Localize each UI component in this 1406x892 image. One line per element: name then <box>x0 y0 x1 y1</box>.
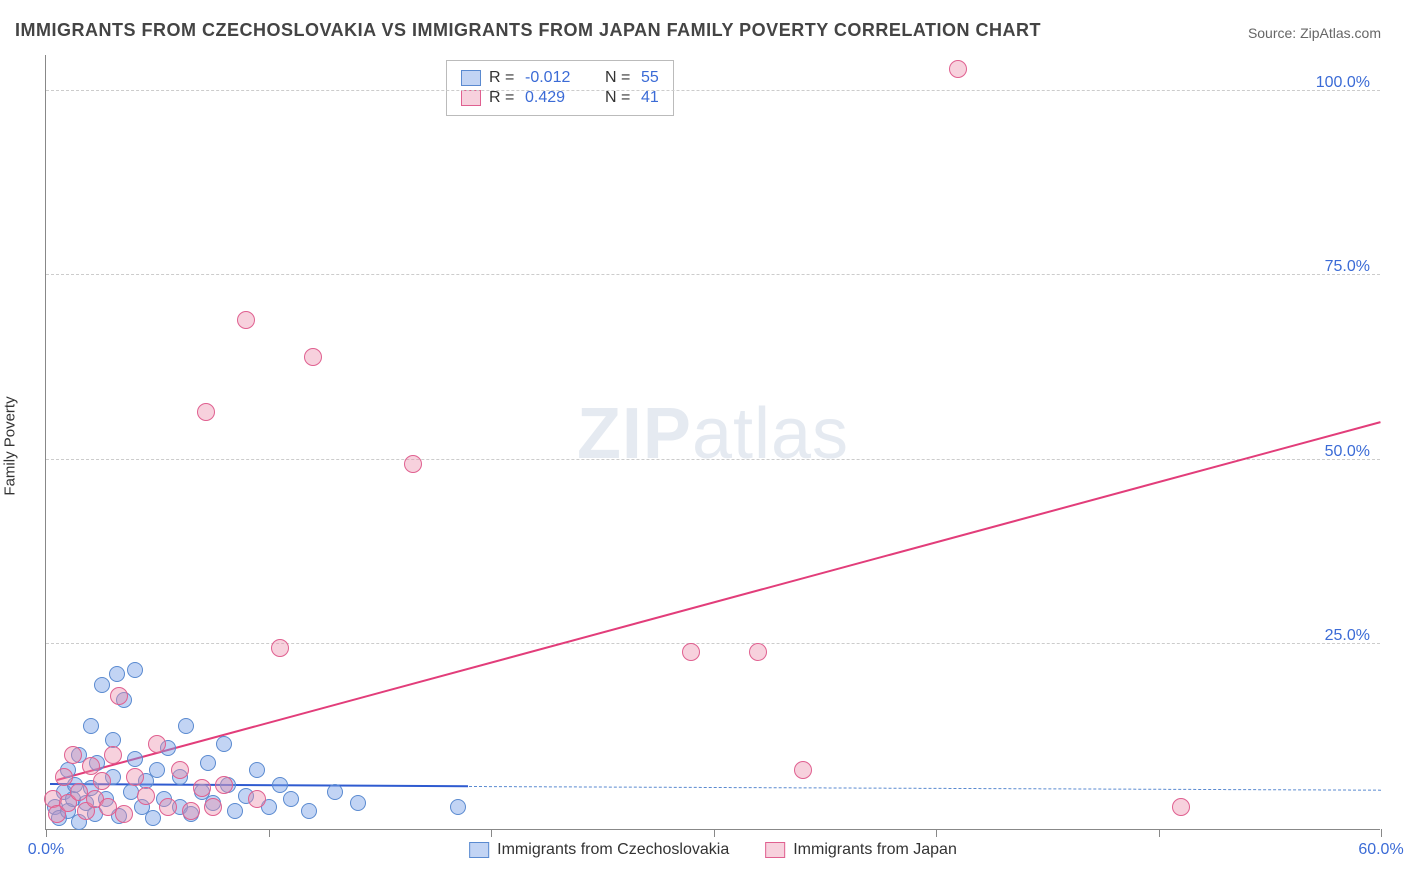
data-point-japan <box>193 779 211 797</box>
data-point-czech <box>149 762 165 778</box>
swatch-czech <box>469 842 489 858</box>
data-point-japan <box>682 643 700 661</box>
data-point-czech <box>216 736 232 752</box>
data-point-czech <box>83 718 99 734</box>
swatch-japan <box>461 90 481 106</box>
y-tick-label: 100.0% <box>1316 74 1370 92</box>
trend-line <box>57 421 1381 781</box>
data-point-czech <box>301 803 317 819</box>
y-tick-label: 25.0% <box>1325 627 1370 645</box>
data-point-japan <box>93 772 111 790</box>
data-point-japan <box>104 746 122 764</box>
data-point-japan <box>126 768 144 786</box>
gridline <box>46 643 1380 644</box>
data-point-japan <box>55 768 73 786</box>
x-tick-label: 60.0% <box>1358 841 1403 859</box>
data-point-czech <box>283 791 299 807</box>
data-point-japan <box>197 403 215 421</box>
data-point-czech <box>127 662 143 678</box>
swatch-czech <box>461 70 481 86</box>
data-point-japan <box>204 798 222 816</box>
data-point-czech <box>109 666 125 682</box>
data-point-japan <box>110 687 128 705</box>
source-label: Source: ZipAtlas.com <box>1248 25 1381 41</box>
data-point-japan <box>237 311 255 329</box>
data-point-japan <box>404 455 422 473</box>
x-tick <box>491 829 492 837</box>
data-point-czech <box>178 718 194 734</box>
data-point-japan <box>749 643 767 661</box>
data-point-japan <box>215 776 233 794</box>
data-point-japan <box>304 348 322 366</box>
data-point-japan <box>137 787 155 805</box>
data-point-czech <box>350 795 366 811</box>
data-point-czech <box>94 677 110 693</box>
data-point-japan <box>794 761 812 779</box>
data-point-japan <box>64 746 82 764</box>
legend-item-japan: Immigrants from Japan <box>765 841 957 859</box>
data-point-japan <box>182 802 200 820</box>
data-point-japan <box>271 639 289 657</box>
x-tick <box>46 829 47 837</box>
gridline <box>46 459 1380 460</box>
gridline <box>46 274 1380 275</box>
y-axis-label: Family Poverty <box>2 396 19 495</box>
data-point-japan <box>1172 798 1190 816</box>
x-tick-label: 0.0% <box>28 841 64 859</box>
data-point-czech <box>227 803 243 819</box>
data-point-czech <box>327 784 343 800</box>
x-tick <box>1381 829 1382 837</box>
data-point-czech <box>127 751 143 767</box>
data-point-japan <box>148 735 166 753</box>
data-point-czech <box>145 810 161 826</box>
x-tick <box>269 829 270 837</box>
x-tick <box>1159 829 1160 837</box>
y-tick-label: 75.0% <box>1325 258 1370 276</box>
data-point-japan <box>159 798 177 816</box>
legend-stats-row: R = -0.012 N = 55 <box>461 69 659 87</box>
legend-stats: R = -0.012 N = 55 R = 0.429 N = 41 <box>446 60 674 116</box>
plot-area: ZIPatlas R = -0.012 N = 55 R = 0.429 N =… <box>45 55 1380 830</box>
gridline <box>46 90 1380 91</box>
data-point-japan <box>949 60 967 78</box>
watermark: ZIPatlas <box>577 393 849 475</box>
data-point-czech <box>200 755 216 771</box>
data-point-czech <box>272 777 288 793</box>
data-point-japan <box>171 761 189 779</box>
x-tick <box>936 829 937 837</box>
swatch-japan <box>765 842 785 858</box>
trend-line <box>469 786 1381 791</box>
data-point-japan <box>248 790 266 808</box>
data-point-czech <box>450 799 466 815</box>
legend-item-czech: Immigrants from Czechoslovakia <box>469 841 729 859</box>
data-point-czech <box>123 784 139 800</box>
legend-series: Immigrants from Czechoslovakia Immigrant… <box>469 841 957 859</box>
legend-stats-row: R = 0.429 N = 41 <box>461 89 659 107</box>
chart-title: IMMIGRANTS FROM CZECHOSLOVAKIA VS IMMIGR… <box>15 20 1041 41</box>
x-tick <box>714 829 715 837</box>
data-point-japan <box>115 805 133 823</box>
data-point-czech <box>249 762 265 778</box>
y-tick-label: 50.0% <box>1325 443 1370 461</box>
